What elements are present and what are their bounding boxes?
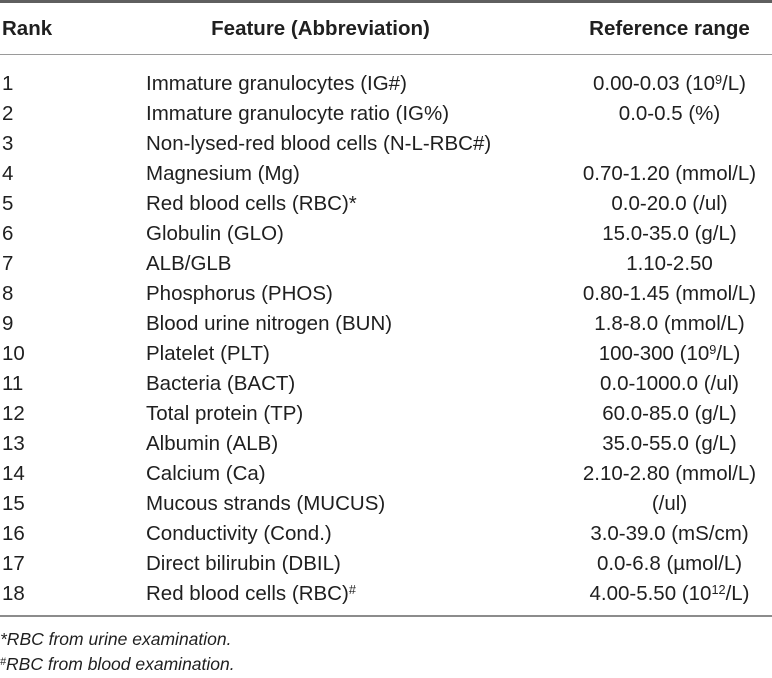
cell-rank: 6 bbox=[2, 222, 14, 245]
cell-reference-range bbox=[567, 129, 772, 159]
cell-rank: 9 bbox=[2, 312, 14, 335]
cell-feature: Bacteria (BACT) bbox=[146, 372, 296, 395]
cell-reference-range: 1.10-2.50 bbox=[626, 252, 713, 275]
column-header-feature-abbreviation: Feature (Abbreviation) bbox=[211, 16, 430, 40]
cell-feature: Direct bilirubin (DBIL) bbox=[146, 552, 341, 575]
table-row: 12 Total protein (TP) 60.0-85.0 (g/L) bbox=[0, 399, 772, 429]
cell-reference-range: 100-300 (109/L) bbox=[598, 341, 741, 365]
cell-feature: Immature granulocyte ratio (IG%) bbox=[146, 102, 450, 125]
cell-reference-range: 0.0-1000.0 (/ul) bbox=[599, 372, 740, 395]
cell-reference-range: 0.0-6.8 (µmol/L) bbox=[596, 552, 743, 575]
table-row: 18 Red blood cells (RBC)# 4.00-5.50 (101… bbox=[0, 579, 772, 609]
table-row: 15 Mucous strands (MUCUS) (/ul) bbox=[0, 489, 772, 519]
cell-rank: 3 bbox=[2, 132, 14, 155]
table-row: 9 Blood urine nitrogen (BUN) 1.8-8.0 (mm… bbox=[0, 309, 772, 339]
table-body: 1 Immature granulocytes (IG#) 0.00-0.03 … bbox=[0, 55, 772, 615]
table-row: 4 Magnesium (Mg) 0.70-1.20 (mmol/L) bbox=[0, 159, 772, 189]
cell-feature: Phosphorus (PHOS) bbox=[146, 282, 333, 305]
cell-rank: 10 bbox=[2, 342, 25, 365]
table-row: 13 Albumin (ALB) 35.0-55.0 (g/L) bbox=[0, 429, 772, 459]
footnotes: *RBC from urine examination. #RBC from b… bbox=[0, 615, 772, 677]
table-header-row: Rank Feature (Abbreviation) Reference ra… bbox=[0, 0, 772, 55]
cell-rank: 8 bbox=[2, 282, 14, 305]
cell-rank: 17 bbox=[2, 552, 25, 575]
cell-feature: Non-lysed-red blood cells (N-L-RBC#) bbox=[146, 132, 492, 155]
table-row: 14 Calcium (Ca) 2.10-2.80 (mmol/L) bbox=[0, 459, 772, 489]
cell-reference-range: 1.8-8.0 (mmol/L) bbox=[594, 312, 745, 335]
cell-feature: Mucous strands (MUCUS) bbox=[146, 492, 386, 515]
cell-rank: 1 bbox=[2, 72, 14, 95]
cell-reference-range: 0.80-1.45 (mmol/L) bbox=[582, 282, 757, 305]
footnote-blood-rbc: #RBC from blood examination. bbox=[0, 654, 235, 674]
cell-feature: Red blood cells (RBC)* bbox=[146, 192, 357, 215]
table-row: 8 Phosphorus (PHOS) 0.80-1.45 (mmol/L) bbox=[0, 279, 772, 309]
cell-reference-range: 0.70-1.20 (mmol/L) bbox=[582, 162, 757, 185]
cell-feature: Red blood cells (RBC)# bbox=[146, 581, 356, 605]
table-row: 6 Globulin (GLO) 15.0-35.0 (g/L) bbox=[0, 219, 772, 249]
cell-rank: 14 bbox=[2, 462, 25, 485]
cell-reference-range: 35.0-55.0 (g/L) bbox=[602, 432, 737, 455]
table-row: 1 Immature granulocytes (IG#) 0.00-0.03 … bbox=[0, 69, 772, 99]
cell-reference-range: 0.00-0.03 (109/L) bbox=[593, 71, 746, 95]
footnote-urine-rbc: *RBC from urine examination. bbox=[0, 629, 232, 649]
cell-reference-range: 0.0-0.5 (%) bbox=[618, 102, 721, 125]
cell-feature: Blood urine nitrogen (BUN) bbox=[146, 312, 393, 335]
cell-reference-range: 4.00-5.50 (1012/L) bbox=[589, 581, 750, 605]
column-header-reference-range: Reference range bbox=[589, 16, 750, 40]
cell-feature: ALB/GLB bbox=[146, 252, 232, 275]
cell-feature: Total protein (TP) bbox=[146, 402, 304, 425]
cell-feature: Albumin (ALB) bbox=[146, 432, 279, 455]
cell-reference-range: 60.0-85.0 (g/L) bbox=[602, 402, 737, 425]
cell-reference-range: 0.0-20.0 (/ul) bbox=[611, 192, 728, 215]
cell-rank: 16 bbox=[2, 522, 25, 545]
cell-feature: Calcium (Ca) bbox=[146, 462, 266, 485]
cell-feature: Conductivity (Cond.) bbox=[146, 522, 332, 545]
column-header-rank: Rank bbox=[2, 16, 53, 40]
cell-feature: Immature granulocytes (IG#) bbox=[146, 72, 407, 95]
cell-feature: Globulin (GLO) bbox=[146, 222, 284, 245]
table-row: 16 Conductivity (Cond.) 3.0-39.0 (mS/cm) bbox=[0, 519, 772, 549]
cell-rank: 11 bbox=[2, 372, 24, 395]
table-row: 5 Red blood cells (RBC)* 0.0-20.0 (/ul) bbox=[0, 189, 772, 219]
cell-reference-range: 15.0-35.0 (g/L) bbox=[602, 222, 737, 245]
cell-rank: 4 bbox=[2, 162, 14, 185]
table-row: 7 ALB/GLB 1.10-2.50 bbox=[0, 249, 772, 279]
cell-rank: 12 bbox=[2, 402, 25, 425]
cell-reference-range: (/ul) bbox=[651, 492, 688, 515]
cell-rank: 18 bbox=[2, 582, 25, 605]
table-row: 10 Platelet (PLT) 100-300 (109/L) bbox=[0, 339, 772, 369]
cell-reference-range: 2.10-2.80 (mmol/L) bbox=[582, 462, 757, 485]
cell-reference-range: 3.0-39.0 (mS/cm) bbox=[590, 522, 749, 545]
table-row: 2 Immature granulocyte ratio (IG%) 0.0-0… bbox=[0, 99, 772, 129]
cell-rank: 7 bbox=[2, 252, 14, 275]
table-row: 17 Direct bilirubin (DBIL) 0.0-6.8 (µmol… bbox=[0, 549, 772, 579]
cell-feature: Magnesium (Mg) bbox=[146, 162, 300, 185]
table-row: 11 Bacteria (BACT) 0.0-1000.0 (/ul) bbox=[0, 369, 772, 399]
cell-rank: 15 bbox=[2, 492, 25, 515]
cell-rank: 2 bbox=[2, 102, 14, 125]
table-row: 3 Non-lysed-red blood cells (N-L-RBC#) bbox=[0, 129, 772, 159]
cell-rank: 13 bbox=[2, 432, 25, 455]
cell-rank: 5 bbox=[2, 192, 14, 215]
cell-feature: Platelet (PLT) bbox=[146, 342, 270, 365]
